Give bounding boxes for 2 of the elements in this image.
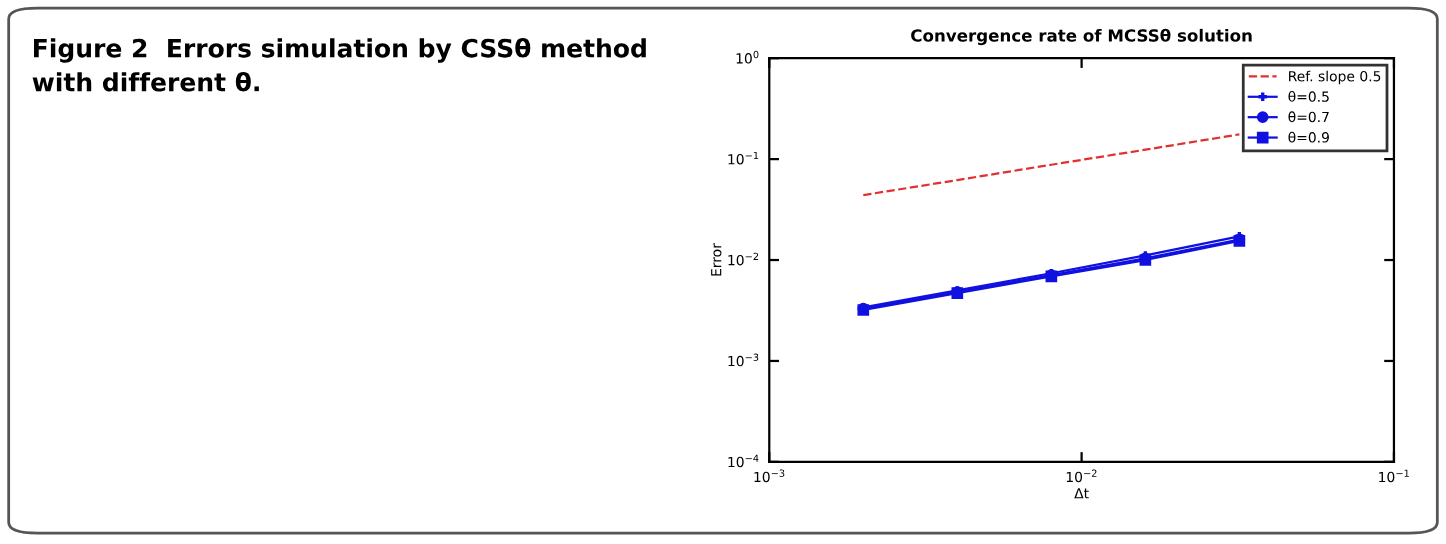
chart-title: Convergence rate of MCSSθ solution (911, 28, 1252, 46)
caption: Figure 2 Errors simulation by CSSθ method with different θ. (32, 38, 646, 92)
